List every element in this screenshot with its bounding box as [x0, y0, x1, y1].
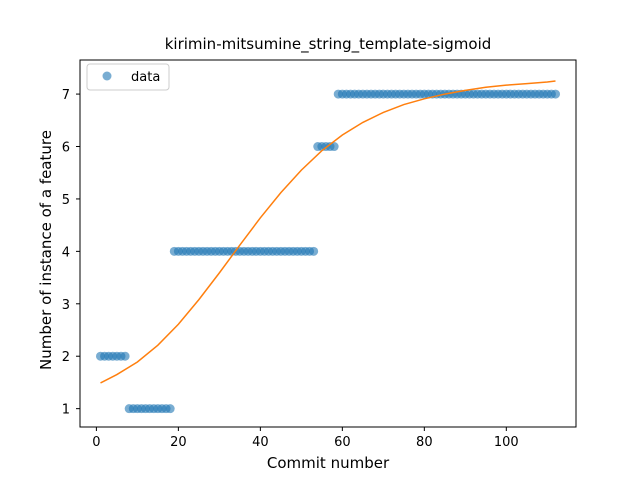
legend-frame — [86, 63, 170, 91]
x-tick-label: 20 — [170, 435, 187, 450]
plot-frame — [79, 59, 577, 428]
fit-line — [100, 80, 556, 384]
y-tick-label: 6 — [62, 141, 70, 156]
x-tick-label: 0 — [92, 435, 100, 450]
scatter-point — [551, 89, 561, 99]
x-tick-label: 100 — [494, 435, 519, 450]
legend-label-data: data — [131, 70, 160, 85]
x-tick-label: 40 — [252, 435, 269, 450]
y-tick-label: 7 — [62, 88, 70, 103]
y-tick-label: 4 — [62, 245, 70, 260]
y-tick-label: 2 — [62, 350, 70, 365]
x-axis-title: Commit number — [267, 454, 390, 472]
scatter-point — [309, 246, 319, 256]
x-tick-label: 60 — [334, 435, 351, 450]
y-tick-label: 3 — [62, 298, 70, 313]
series-layer — [95, 80, 561, 414]
legend: data — [86, 63, 170, 91]
scatter-point — [329, 142, 339, 152]
scatter-point — [165, 404, 175, 414]
y-axis-title: Number of instance of a feature — [37, 130, 55, 370]
y-tick-label: 5 — [62, 193, 70, 208]
x-tick-label: 80 — [416, 435, 433, 450]
y-tick-label: 1 — [62, 403, 70, 418]
legend-marker-data — [102, 71, 112, 81]
axes-layer: 0 20 40 60 80 100 1 2 3 4 5 6 7 — [62, 59, 577, 450]
chart-title: kirimin-mitsumine_string_template-sigmoi… — [165, 35, 492, 54]
scatter-point — [120, 351, 130, 361]
